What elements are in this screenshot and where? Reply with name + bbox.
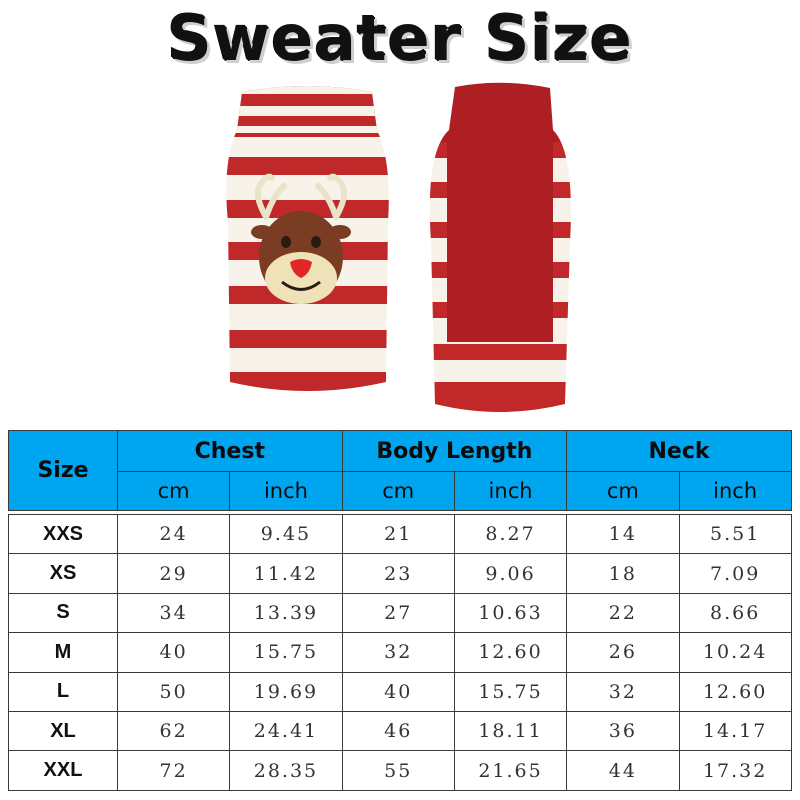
measurement-cell: 7.09 — [678, 553, 792, 594]
measurement-cell: 27 — [341, 592, 455, 634]
measurement-cell: 9.45 — [229, 513, 343, 555]
measurement-cell: 18.11 — [453, 710, 568, 752]
measurement-cell: 12.60 — [678, 671, 792, 712]
size-rows: XXS 24 9.45 21 8.27 14 5.51 XS 29 11.42 23 9.06 18 7.… — [8, 510, 792, 791]
size-label: XL — [8, 710, 118, 752]
measurement-cell: 72 — [116, 750, 231, 791]
measurement-cell: 13.39 — [229, 592, 343, 634]
table-row: XXL 72 28.35 55 21.65 44 17.32 — [8, 750, 792, 791]
measurement-cell: 17.32 — [678, 750, 792, 791]
unit-header: cm — [341, 471, 455, 511]
size-label: XXS — [8, 513, 118, 555]
measurement-cell: 18 — [566, 553, 680, 594]
table-row: XL 62 24.41 46 18.11 36 14.17 — [8, 710, 792, 752]
table-row: S 34 13.39 27 10.63 22 8.66 — [8, 592, 792, 634]
measurement-cell: 8.66 — [678, 592, 792, 634]
measurement-cell: 24.41 — [229, 710, 343, 752]
sweater-back-image — [429, 82, 571, 412]
neck-header: Neck — [566, 430, 792, 472]
table-row: XS 29 11.42 23 9.06 18 7.09 — [8, 553, 792, 594]
size-chart-table: Size Chest Body Length Neck cm inch cm i… — [8, 430, 792, 791]
measurement-cell: 40 — [116, 632, 231, 673]
measurement-cell: 28.35 — [229, 750, 343, 791]
unit-header: cm — [116, 471, 231, 511]
measurement-cell: 50 — [116, 671, 231, 712]
measurement-cell: 36 — [566, 710, 680, 752]
measurement-cell: 21.65 — [453, 750, 568, 791]
measurement-cell: 15.75 — [453, 671, 568, 712]
measurement-cell: 23 — [341, 553, 455, 594]
sweater-front-image — [226, 86, 389, 391]
table-row: XXS 24 9.45 21 8.27 14 5.51 — [8, 513, 792, 555]
measurement-cell: 8.27 — [453, 513, 568, 555]
measurement-cell: 14 — [566, 513, 680, 555]
reindeer-patch-icon — [251, 173, 351, 304]
size-label: S — [8, 592, 118, 634]
measurement-cell: 32 — [341, 632, 455, 673]
size-label: XXL — [8, 750, 118, 791]
unit-header: cm — [566, 471, 680, 511]
measurement-cell: 29 — [116, 553, 231, 594]
unit-header: inch — [678, 471, 792, 511]
body-length-header: Body Length — [341, 430, 568, 472]
table-row: M 40 15.75 32 12.60 26 10.24 — [8, 632, 792, 673]
measurement-cell: 46 — [341, 710, 455, 752]
measurement-cell: 55 — [341, 750, 455, 791]
table-row: L 50 19.69 40 15.75 32 12.60 — [8, 671, 792, 712]
size-label: L — [8, 671, 118, 712]
measurement-cell: 26 — [566, 632, 680, 673]
measurement-cell: 10.63 — [453, 592, 568, 634]
measurement-cell: 62 — [116, 710, 231, 752]
measurement-cell: 24 — [116, 513, 231, 555]
measurement-cell: 12.60 — [453, 632, 568, 673]
size-label: XS — [8, 553, 118, 594]
measurement-cell: 5.51 — [678, 513, 792, 555]
measurement-cell: 40 — [341, 671, 455, 712]
measurement-cell: 44 — [566, 750, 680, 791]
unit-header: inch — [453, 471, 568, 511]
measurement-cell: 10.24 — [678, 632, 792, 673]
measurement-cell: 14.17 — [678, 710, 792, 752]
measurement-cell: 9.06 — [453, 553, 568, 594]
size-label: M — [8, 632, 118, 673]
measurement-cell: 22 — [566, 592, 680, 634]
size-column-header: Size — [8, 430, 118, 511]
page-title: Sweater Size — [167, 2, 633, 75]
measurement-cell: 19.69 — [229, 671, 343, 712]
measurement-cell: 32 — [566, 671, 680, 712]
chest-header: Chest — [117, 430, 343, 472]
unit-header: inch — [229, 471, 343, 511]
measurement-cell: 15.75 — [229, 632, 343, 673]
measurement-cell: 21 — [341, 513, 455, 555]
measurement-cell: 11.42 — [229, 553, 343, 594]
measurement-cell: 34 — [116, 592, 231, 634]
